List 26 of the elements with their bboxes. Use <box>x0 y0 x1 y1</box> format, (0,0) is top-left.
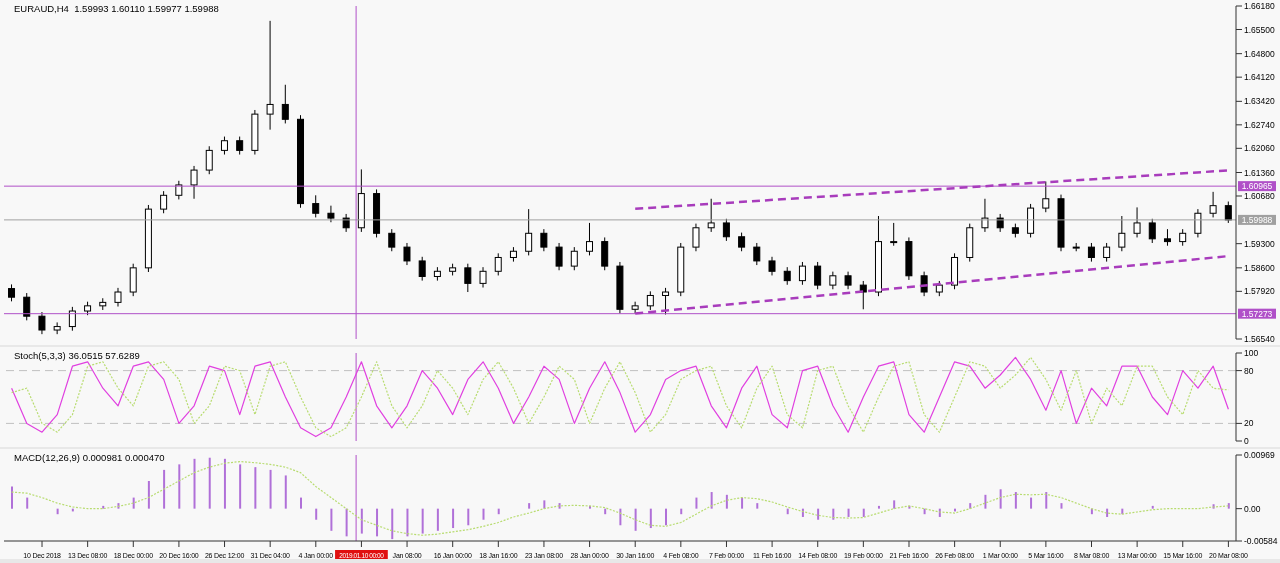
ref-line-label: 1.57273 <box>1241 308 1273 319</box>
ref-line-label: 1.59988 <box>1241 214 1273 225</box>
chart-title: MACD(12,26,9) 0.000981 0.000470 <box>14 452 165 463</box>
y-tick-label: -0.00584 <box>1244 536 1278 547</box>
y-tick-label: 1.56540 <box>1244 334 1275 345</box>
y-tick-label: 1.64120 <box>1244 72 1275 83</box>
ref-line-label: 1.60965 <box>1241 181 1273 192</box>
y-tick-label: 1.64800 <box>1244 48 1275 59</box>
y-tick-label: 1.62060 <box>1244 143 1275 154</box>
y-tick-label: 1.61360 <box>1244 167 1275 178</box>
y-tick-label: 100 <box>1244 348 1259 359</box>
y-tick-label: 1.59300 <box>1244 238 1275 249</box>
y-tick-label: 20 <box>1244 418 1254 429</box>
y-tick-label: 1.62740 <box>1244 119 1275 130</box>
y-tick-label: 1.57920 <box>1244 286 1275 297</box>
chart-title: EURAUD,H4 1.59993 1.60110 1.59977 1.59988 <box>14 3 219 14</box>
y-tick-label: 1.58600 <box>1244 262 1275 273</box>
y-tick-label: 1.66180 <box>1244 1 1275 12</box>
y-tick-label: 80 <box>1244 365 1254 376</box>
y-tick-label: 0.00 <box>1244 503 1261 514</box>
y-tick-label: 0.00969 <box>1244 450 1275 461</box>
chart-title: Stoch(5,3,3) 36.0515 57.6289 <box>14 350 140 361</box>
y-tick-label: 1.63420 <box>1244 96 1275 107</box>
y-tick-label: 1.65500 <box>1244 24 1275 35</box>
y-tick-label: 1.60680 <box>1244 191 1275 202</box>
y-tick-label: 0 <box>1244 436 1249 447</box>
